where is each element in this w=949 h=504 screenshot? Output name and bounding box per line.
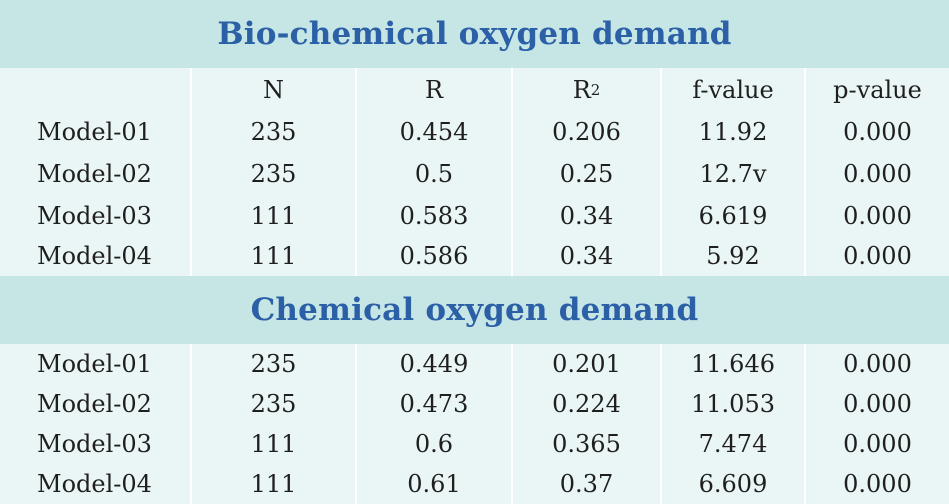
model-label: Model-04 [0,464,192,504]
table-row: Model-02 235 0.5 0.25 12.7v 0.000 [0,152,949,196]
p-value: 0.000 [843,430,912,458]
table-row: Model-04 111 0.586 0.34 5.92 0.000 [0,236,949,276]
table-row: Model-03 111 0.583 0.34 6.619 0.000 [0,196,949,236]
model-label: Model-04 [0,236,192,276]
n-value: 111 [192,196,357,236]
cod-table: Model-01 235 0.449 0.201 11.646 0.000 Mo… [0,344,949,504]
r-squared-value: 0.34 [513,196,662,236]
table-row: Model-03 111 0.6 0.365 7.474 0.000 [0,424,949,464]
f-value: 7.474 [662,424,806,464]
p-value: 0.000 [843,160,912,188]
r-value: 0.586 [357,236,513,276]
model-label: Model-01 [0,112,192,152]
f-value: 11.92 [662,112,806,152]
p-value: 0.000 [843,390,912,418]
r-value: 0.61 [357,464,513,504]
header-r: R [357,68,513,112]
r-value: 0.5 [357,152,513,196]
model-label: Model-03 [0,424,192,464]
model-label: Model-02 [0,152,192,196]
r-value: 0.454 [357,112,513,152]
n-value: 235 [192,344,357,384]
r-squared-value: 0.201 [513,344,662,384]
r-value: 0.583 [357,196,513,236]
f-value: 5.92 [662,236,806,276]
n-value: 235 [192,112,357,152]
p-value: 0.000 [843,350,912,378]
f-value: 11.053 [662,384,806,424]
r-value: 0.449 [357,344,513,384]
model-label: Model-02 [0,384,192,424]
table-row: Model-01 235 0.449 0.201 11.646 0.000 [0,344,949,384]
model-label: Model-01 [0,344,192,384]
r-squared-value: 0.34 [513,236,662,276]
n-value: 111 [192,464,357,504]
r-squared-value: 0.37 [513,464,662,504]
p-value: 0.000 [843,118,912,146]
r-squared-value: 0.206 [513,112,662,152]
f-value: 11.646 [662,344,806,384]
header-empty [0,68,192,112]
p-value: 0.000 [843,202,912,230]
section-title-cod: Chemical oxygen demand [0,276,949,344]
table-row: Model-04 111 0.61 0.37 6.609 0.000 [0,464,949,504]
header-r-squared-base: R [572,76,591,104]
n-value: 235 [192,384,357,424]
header-f-value: f-value [662,68,806,112]
r-value: 0.473 [357,384,513,424]
n-value: 111 [192,424,357,464]
section-title-bod: Bio-chemical oxygen demand [0,0,949,68]
f-value: 6.619 [662,196,806,236]
p-value: 0.000 [843,242,912,270]
n-value: 235 [192,152,357,196]
r-value: 0.6 [357,424,513,464]
table-row: Model-01 235 0.454 0.206 11.92 0.000 [0,112,949,152]
f-value: 12.7v [662,152,806,196]
header-p-value: p-value [833,76,922,104]
r-squared-value: 0.224 [513,384,662,424]
header-n: N [192,68,357,112]
r-squared-value: 0.365 [513,424,662,464]
table-row: Model-02 235 0.473 0.224 11.053 0.000 [0,384,949,424]
n-value: 111 [192,236,357,276]
r-squared-value: 0.25 [513,152,662,196]
f-value: 6.609 [662,464,806,504]
model-label: Model-03 [0,196,192,236]
p-value: 0.000 [843,470,912,498]
